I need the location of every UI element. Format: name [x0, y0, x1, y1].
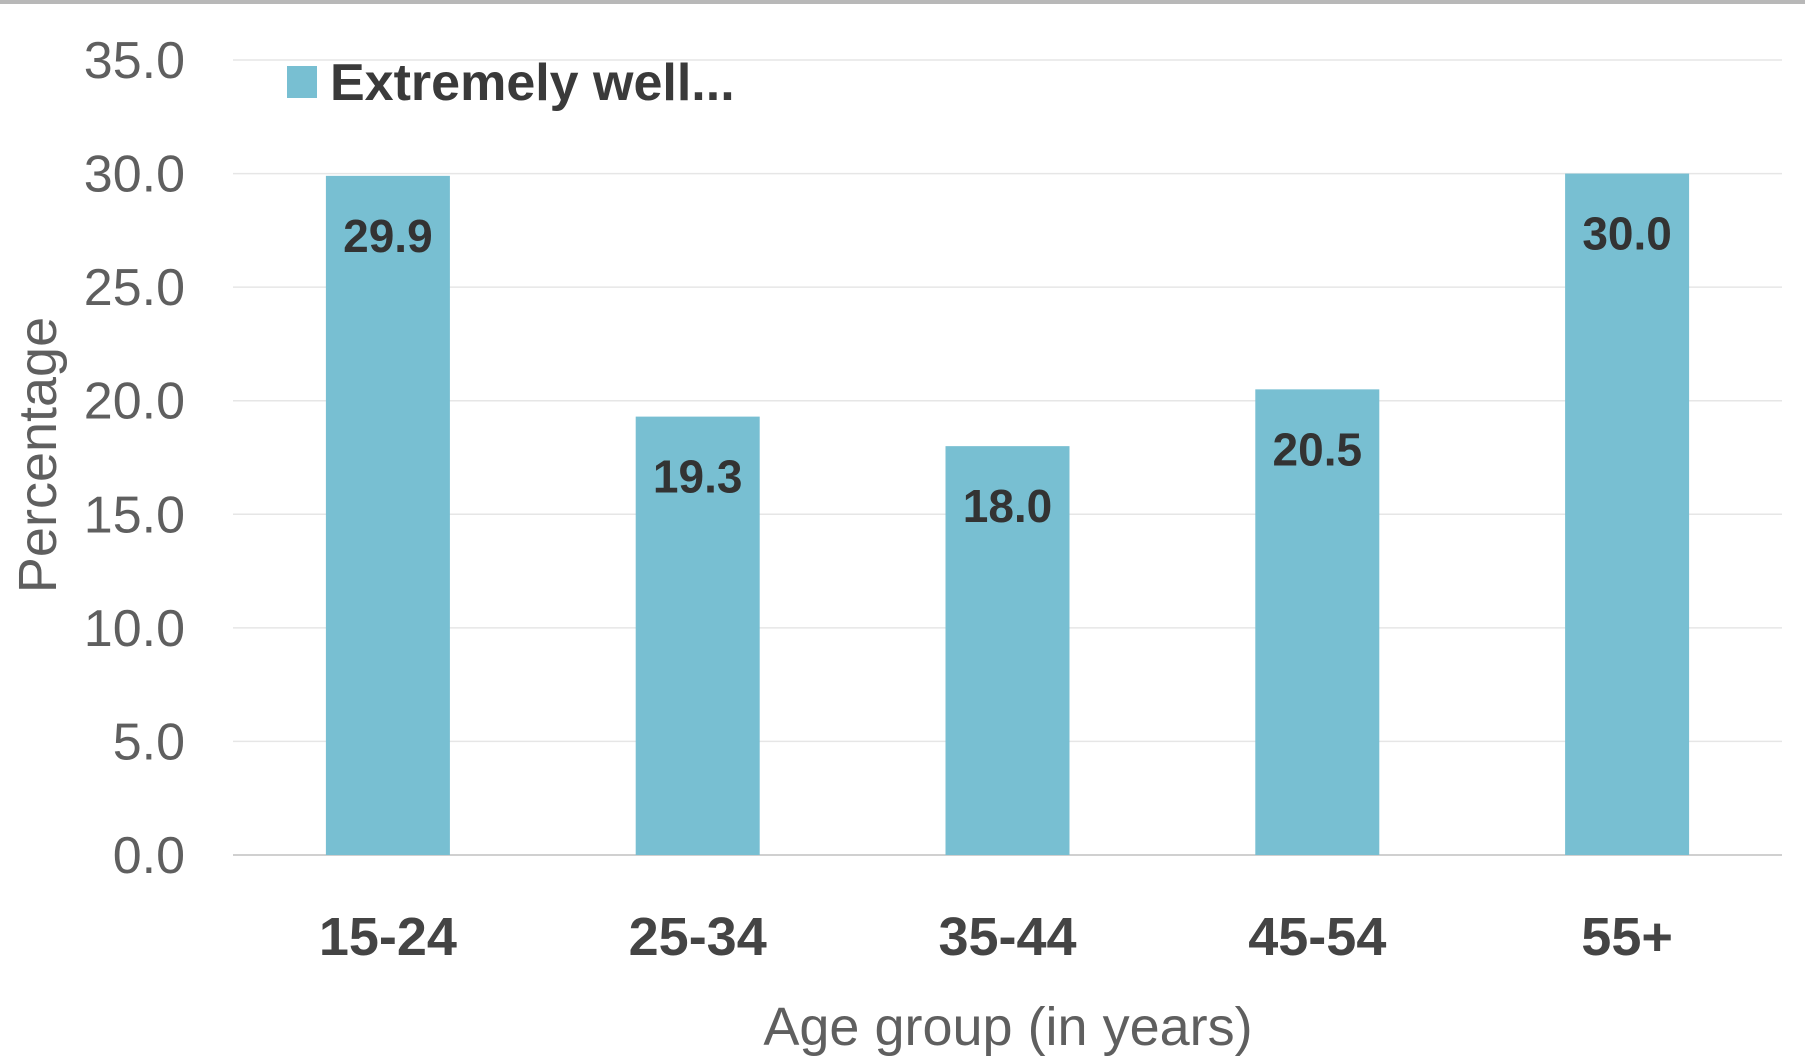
x-tick-label: 15-24: [319, 907, 457, 967]
legend-label: Extremely well...: [330, 54, 735, 112]
bar-25-34: [635, 416, 760, 855]
data-label: 20.5: [1273, 423, 1363, 475]
y-tick-label: 15.0: [84, 486, 185, 544]
x-axis-title: Age group (in years): [763, 997, 1252, 1057]
y-tick-label: 0.0: [113, 827, 185, 885]
y-axis-ticks: 0.0 5.0 10.0 15.0 20.0 25.0 30.0 35.0: [84, 32, 185, 885]
y-tick-label: 25.0: [84, 259, 185, 317]
data-label: 29.9: [343, 210, 433, 262]
bar-35-44: [945, 446, 1070, 855]
bar-15-24: [325, 175, 450, 856]
legend: Extremely well...: [287, 54, 735, 112]
top-border: [0, 0, 1805, 4]
y-tick-label: 10.0: [84, 600, 185, 658]
data-label: 19.3: [653, 451, 743, 503]
y-tick-label: 35.0: [84, 32, 185, 90]
y-tick-label: 5.0: [113, 713, 185, 771]
legend-swatch: [287, 66, 317, 98]
data-label: 18.0: [963, 480, 1053, 532]
x-tick-label: 25-34: [629, 907, 767, 967]
x-tick-label: 35-44: [938, 907, 1076, 967]
bars: [325, 173, 1690, 856]
x-axis-categories: 15-24 25-34 35-44 45-54 55+: [319, 907, 1673, 967]
bar-55plus: [1565, 173, 1690, 856]
data-label: 30.0: [1582, 208, 1672, 260]
x-tick-label: 45-54: [1248, 907, 1386, 967]
y-axis-title: Percentage: [8, 317, 68, 593]
data-labels: 29.9 19.3 18.0 20.5 30.0: [343, 208, 1672, 533]
x-tick-label: 55+: [1581, 907, 1673, 967]
y-tick-label: 30.0: [84, 146, 185, 204]
bar-45-54: [1255, 389, 1380, 855]
y-tick-label: 20.0: [84, 373, 185, 431]
